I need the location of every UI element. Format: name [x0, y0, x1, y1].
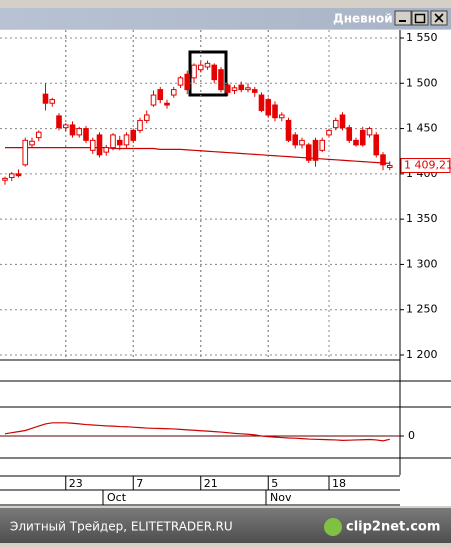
- candle-body: [35, 131, 42, 139]
- line-series: [4, 422, 390, 442]
- candle-body: [265, 99, 272, 116]
- title-bar: [0, 8, 451, 29]
- candle-body: [137, 119, 143, 131]
- footer-text: Элитный Трейдер, ELITETRADER.RU: [10, 520, 233, 534]
- candle-body: [22, 139, 29, 166]
- x-tick-label: 18: [332, 477, 346, 490]
- line-series: [5, 146, 390, 165]
- candle-body: [353, 139, 359, 146]
- candle-body: [96, 134, 103, 156]
- candle-body: [312, 139, 319, 161]
- candle-body: [76, 128, 83, 136]
- candle-body: [110, 134, 116, 149]
- candle-body: [83, 128, 89, 141]
- x-tick-label: 21: [204, 477, 218, 490]
- candle-body: [278, 114, 285, 119]
- last-price-label: 1 409,21: [404, 159, 451, 172]
- candle-body: [103, 147, 110, 153]
- candle-body: [238, 84, 245, 91]
- candle-body: [218, 69, 224, 91]
- y-tick-label: 1 350: [406, 212, 438, 225]
- maximize-icon: [414, 13, 426, 24]
- candle-body: [116, 139, 123, 146]
- candle-body: [164, 102, 170, 106]
- candle-body: [49, 99, 56, 104]
- y-tick-label: 1 250: [406, 303, 438, 316]
- candle-body: [157, 89, 164, 101]
- candle-body: [299, 139, 305, 146]
- watermark: clip2net.com: [346, 520, 440, 535]
- candle-body: [285, 119, 292, 141]
- candle-body: [56, 115, 62, 129]
- candle-body: [332, 119, 339, 129]
- month-label: Oct: [107, 491, 127, 504]
- candle-body: [272, 104, 278, 119]
- last-price-box: [400, 158, 451, 174]
- candle-body: [245, 87, 251, 91]
- y-tick-label: 1 200: [406, 348, 438, 361]
- candle-body: [184, 73, 191, 91]
- window-buttons[interactable]: [394, 10, 448, 26]
- candle-body: [380, 154, 386, 166]
- y-tick-label: 1 300: [406, 257, 438, 270]
- candle-body: [62, 124, 69, 129]
- candle-body: [89, 139, 96, 151]
- candle-body: [130, 129, 137, 141]
- candle-body: [204, 62, 211, 68]
- candle-body: [123, 134, 130, 146]
- candle-body: [251, 89, 258, 93]
- minimize-button[interactable]: [394, 10, 412, 26]
- y-tick-label: 1 450: [406, 122, 438, 135]
- watermark-icon: [324, 518, 342, 536]
- candle-body: [191, 64, 197, 79]
- candle-body: [197, 64, 204, 71]
- candle-body: [42, 93, 49, 104]
- candle-body: [373, 134, 380, 156]
- candle-body: [305, 144, 312, 161]
- candle-body: [319, 139, 326, 151]
- window-title: Дневной: [333, 12, 393, 26]
- x-tick-label: 5: [271, 477, 278, 490]
- candle-body: [339, 114, 346, 129]
- candle-body: [8, 173, 15, 178]
- candle-body: [211, 64, 218, 81]
- oscillator-tick-label: 0: [408, 429, 415, 442]
- x-tick-label: 23: [69, 477, 83, 490]
- plot-background: [0, 30, 451, 506]
- candle-body: [346, 127, 353, 141]
- candle-body: [224, 84, 231, 93]
- candle-body: [29, 140, 35, 146]
- candle-body: [170, 89, 177, 96]
- candle-body: [326, 129, 332, 136]
- footer-bar: [0, 508, 451, 543]
- highlight-box: [188, 50, 228, 97]
- y-tick-label: 1 550: [406, 31, 438, 44]
- candle-body: [150, 94, 157, 106]
- candle-body: [292, 134, 299, 146]
- candle-body: [177, 77, 184, 86]
- candle-body: [69, 124, 76, 136]
- candle-body: [143, 114, 150, 121]
- close-icon: [434, 13, 444, 23]
- candle-body: [386, 165, 393, 169]
- candle-body: [231, 87, 238, 92]
- candle-body: [15, 173, 22, 177]
- candle-body: [258, 94, 265, 111]
- candle-body: [366, 128, 373, 136]
- candle-body: [359, 129, 366, 146]
- x-tick-label: 7: [136, 477, 143, 490]
- y-tick-label: 1 500: [406, 76, 438, 89]
- month-label: Nov: [270, 491, 292, 504]
- candle-body: [2, 177, 8, 181]
